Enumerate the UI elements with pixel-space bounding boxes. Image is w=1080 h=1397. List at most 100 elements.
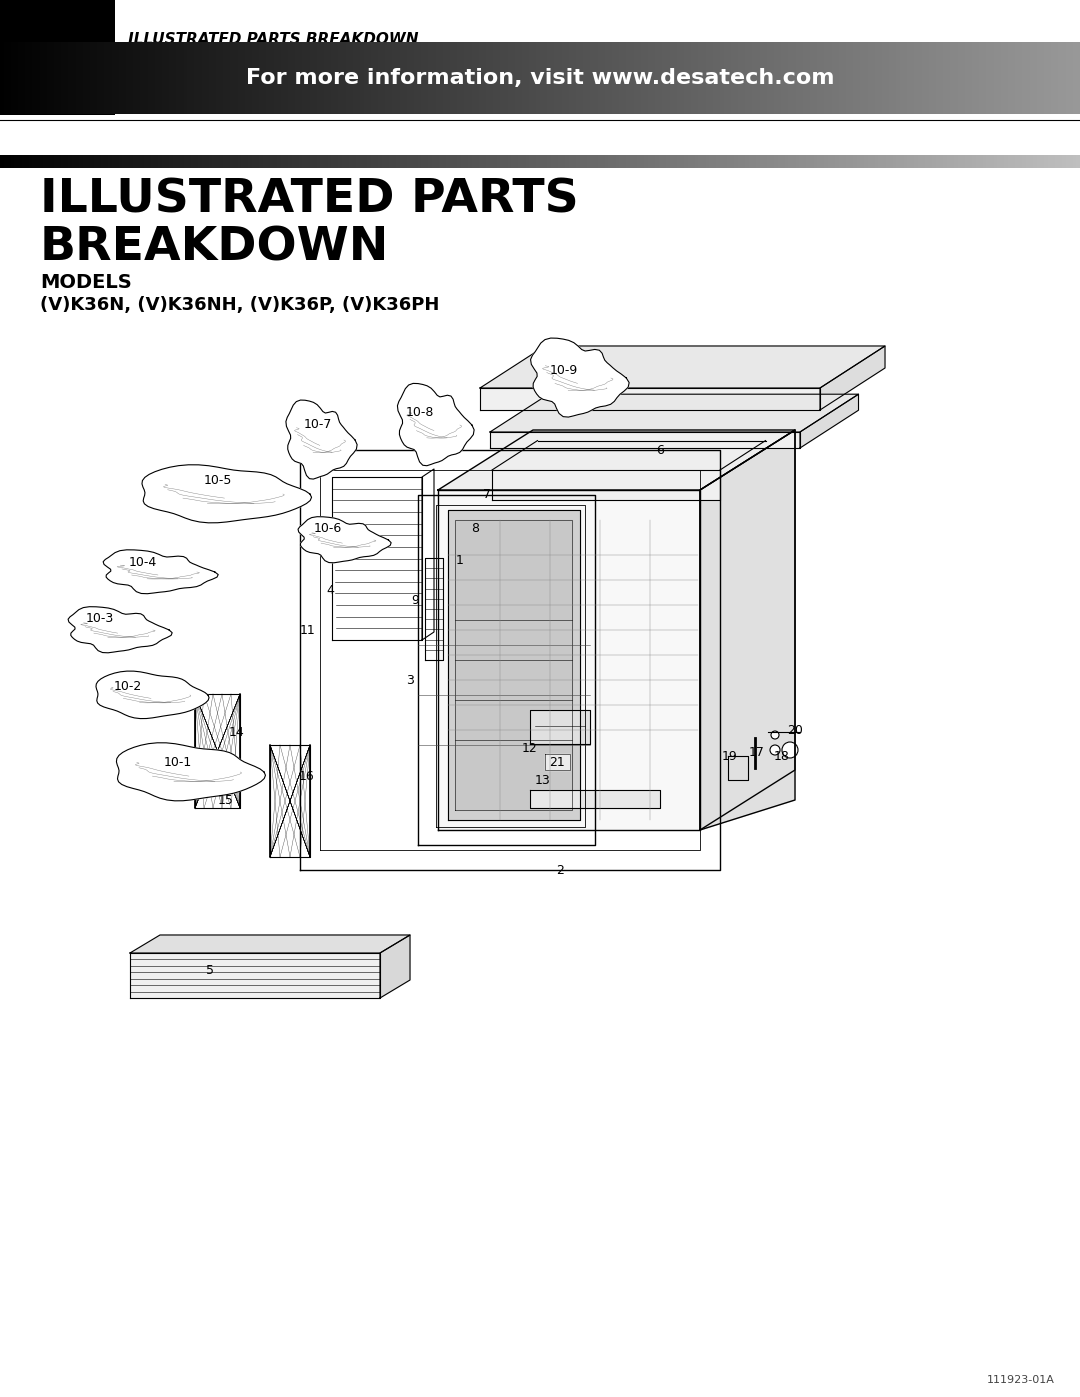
Bar (100, 42, 105, 115)
Bar (187, 155, 191, 168)
Bar (684, 42, 688, 115)
Bar (140, 42, 144, 115)
Bar (864, 42, 867, 115)
Bar (637, 155, 640, 168)
Bar (537, 42, 540, 115)
Text: 1: 1 (456, 553, 464, 567)
Bar (338, 155, 342, 168)
Bar (310, 155, 313, 168)
Bar (332, 155, 335, 168)
Bar (327, 42, 332, 115)
Bar (443, 42, 446, 115)
Circle shape (770, 745, 780, 754)
Bar (511, 155, 515, 168)
Bar (424, 155, 429, 168)
Bar (504, 155, 508, 168)
Text: 11: 11 (300, 624, 315, 637)
Bar (238, 155, 241, 168)
Bar (637, 42, 640, 115)
Text: 7: 7 (483, 489, 491, 502)
Bar (1012, 42, 1015, 115)
Bar (83, 155, 86, 168)
Bar (0, 155, 3, 168)
Bar (680, 155, 684, 168)
Bar (94, 155, 97, 168)
Bar (980, 155, 983, 168)
Bar (76, 155, 79, 168)
Bar (591, 155, 594, 168)
Bar (100, 155, 105, 168)
Bar (907, 42, 910, 115)
Bar (997, 42, 1001, 115)
Bar (673, 155, 677, 168)
Bar (62, 42, 65, 115)
Bar (1004, 155, 1008, 168)
Bar (648, 42, 651, 115)
Bar (572, 42, 576, 115)
Bar (302, 42, 306, 115)
Text: 6: 6 (656, 443, 664, 457)
Bar (25, 42, 29, 115)
Bar (310, 42, 313, 115)
Bar (569, 155, 572, 168)
Bar (367, 42, 370, 115)
Bar (605, 42, 608, 115)
Bar (548, 155, 551, 168)
Bar (375, 155, 378, 168)
Bar (1004, 42, 1008, 115)
Bar (734, 42, 738, 115)
Bar (986, 42, 990, 115)
Bar (1001, 155, 1004, 168)
Bar (842, 155, 846, 168)
Bar (886, 42, 889, 115)
Bar (1029, 155, 1034, 168)
Bar (86, 42, 90, 115)
Bar (381, 155, 386, 168)
Text: 17: 17 (750, 746, 765, 759)
Polygon shape (455, 520, 572, 810)
Bar (65, 155, 68, 168)
Bar (738, 42, 742, 115)
Bar (494, 42, 497, 115)
Bar (856, 155, 861, 168)
Bar (432, 155, 435, 168)
Bar (162, 42, 165, 115)
Bar (446, 42, 450, 115)
Bar (705, 42, 710, 115)
Bar (1051, 155, 1055, 168)
Bar (0, 0, 114, 115)
Bar (245, 42, 248, 115)
Bar (612, 42, 616, 115)
Bar (537, 155, 540, 168)
Bar (108, 42, 111, 115)
Bar (662, 42, 666, 115)
Bar (1062, 42, 1066, 115)
Bar (378, 155, 381, 168)
Text: For more information, visit www.desatech.com: For more information, visit www.desatech… (246, 68, 834, 88)
Bar (608, 42, 612, 115)
Bar (770, 155, 774, 168)
Bar (342, 155, 346, 168)
Bar (828, 155, 832, 168)
Text: 32: 32 (36, 57, 78, 87)
Polygon shape (141, 465, 311, 522)
Bar (828, 42, 832, 115)
Bar (454, 42, 457, 115)
Bar (540, 42, 543, 115)
Polygon shape (820, 346, 885, 409)
Bar (645, 42, 648, 115)
Bar (46, 155, 51, 168)
Bar (994, 155, 997, 168)
Bar (494, 155, 497, 168)
Bar (745, 155, 748, 168)
Bar (950, 42, 954, 115)
Bar (324, 155, 327, 168)
Text: 19: 19 (723, 750, 738, 763)
Bar (389, 155, 392, 168)
Bar (943, 155, 947, 168)
Bar (576, 42, 580, 115)
Bar (349, 155, 353, 168)
Bar (126, 42, 130, 115)
Bar (389, 42, 392, 115)
Bar (565, 42, 569, 115)
